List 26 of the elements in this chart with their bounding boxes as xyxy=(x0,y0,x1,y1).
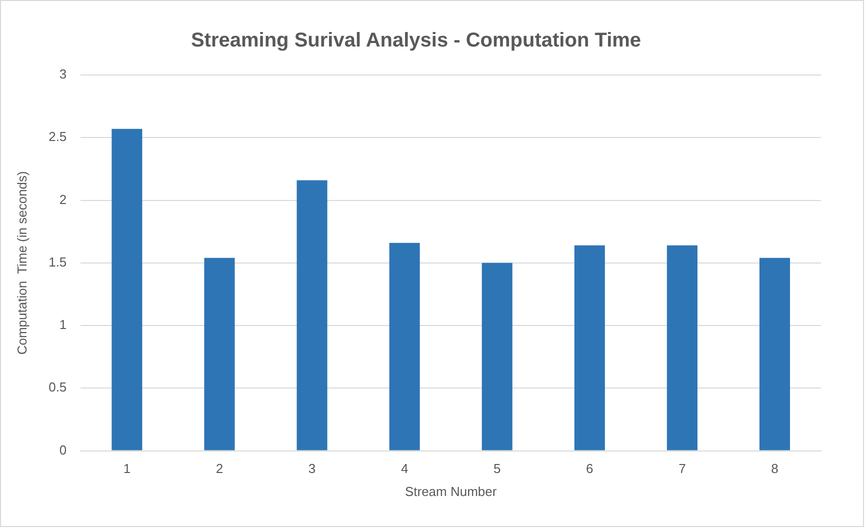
x-tick-label: 5 xyxy=(493,461,501,476)
bar xyxy=(574,245,605,450)
x-tick-label: 1 xyxy=(123,461,131,476)
y-tick-label: 2 xyxy=(59,192,67,207)
bar xyxy=(112,128,142,450)
bar xyxy=(296,180,328,450)
bar xyxy=(204,258,235,450)
y-tick-label: 3 xyxy=(59,66,67,82)
bar xyxy=(759,258,790,450)
x-axis-title: Stream Number xyxy=(404,484,498,499)
y-tick-label: 0 xyxy=(59,442,67,458)
x-tick-label: 4 xyxy=(400,461,408,476)
bar xyxy=(389,242,420,450)
y-tick-label: 2.5 xyxy=(48,129,67,144)
y-tick-label: 0.5 xyxy=(48,380,67,395)
x-tick-label: 8 xyxy=(771,461,778,476)
x-tick-label: 6 xyxy=(586,461,594,476)
bar xyxy=(666,245,698,450)
chart-title: Streaming Surival Analysis - Computation Time xyxy=(190,30,642,52)
y-tick-label: 1.5 xyxy=(48,254,67,270)
y-axis-title: Computation Time (in seconds) xyxy=(14,171,30,355)
x-tick-label: 7 xyxy=(678,461,686,476)
x-tick-label: 2 xyxy=(216,461,224,476)
bar xyxy=(482,262,512,450)
x-tick-label: 3 xyxy=(308,461,316,476)
y-tick-label: 1 xyxy=(59,317,67,332)
